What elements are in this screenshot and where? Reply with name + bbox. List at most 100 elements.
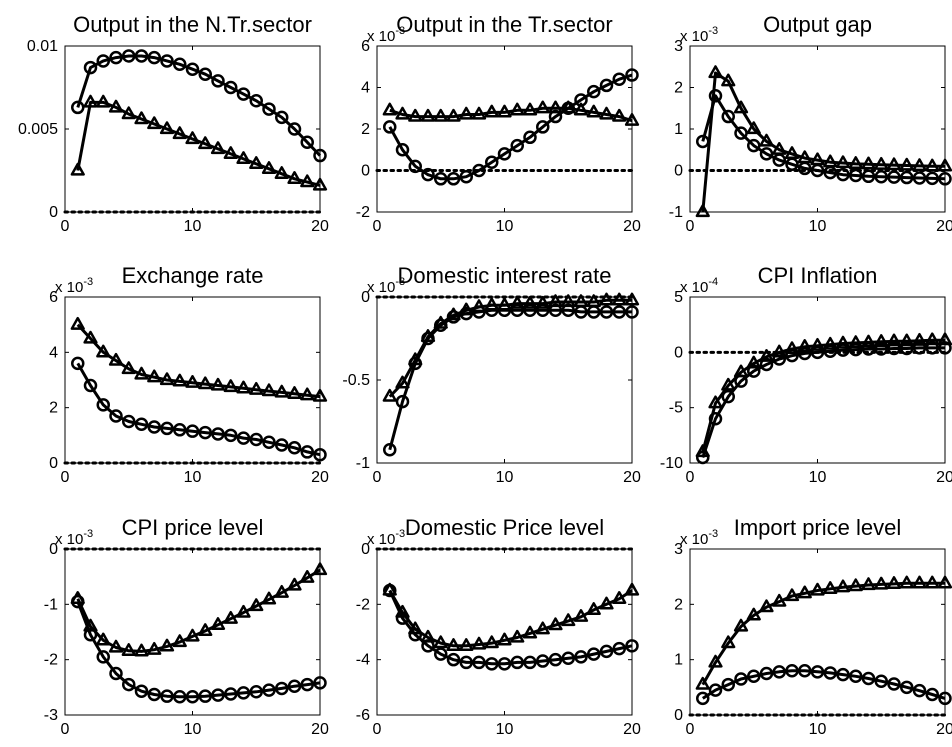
data-point-triangle — [287, 386, 302, 399]
data-point-circle — [383, 120, 397, 134]
data-point-triangle — [835, 155, 851, 169]
data-point-triangle — [70, 316, 85, 330]
axis-multiplier-exponent: -3 — [395, 25, 405, 37]
plot-frame — [64, 45, 321, 213]
data-point-triangle — [925, 158, 940, 172]
data-point-circle — [485, 155, 499, 169]
data-point-triangle — [249, 381, 264, 395]
subplot-1: 0 10 20 0 0.005 0.01 Output in the N.Tr.sector — [18, 12, 329, 235]
data-point-triangle — [96, 94, 111, 108]
data-point-triangle — [510, 295, 525, 309]
data-point-circle — [925, 341, 939, 355]
y-tick-label: 0 — [49, 541, 58, 558]
y-tick-label: 2 — [674, 596, 683, 613]
data-point-triangle — [96, 632, 111, 646]
y-tick-label: 3 — [674, 38, 683, 55]
y-tick-label: 0 — [361, 163, 370, 180]
data-point-circle — [122, 414, 136, 429]
data-point-triangle — [287, 171, 302, 184]
data-point-triangle — [861, 156, 876, 170]
x-tick-label: 10 — [809, 721, 827, 738]
data-point-circle — [561, 651, 575, 666]
data-point-circle — [300, 677, 314, 692]
plot-frame — [376, 45, 633, 213]
data-point-triangle — [810, 582, 825, 596]
data-point-circle — [122, 49, 136, 63]
x-tick-label: 10 — [809, 469, 827, 486]
data-point-circle — [287, 679, 302, 693]
x-tick-label: 0 — [61, 218, 70, 235]
data-point-circle — [485, 657, 499, 671]
data-point-triangle — [300, 174, 315, 188]
y-tick-label: -2 — [44, 652, 58, 669]
data-point-triangle — [746, 607, 761, 621]
data-point-triangle — [797, 339, 812, 352]
data-point-circle — [612, 72, 626, 86]
data-point-circle — [211, 688, 225, 702]
data-point-circle — [887, 170, 901, 184]
data-point-triangle — [772, 593, 787, 607]
data-point-circle — [472, 163, 486, 178]
series-line-circle — [701, 346, 945, 458]
data-point-triangle — [721, 635, 736, 649]
data-point-triangle — [835, 335, 851, 349]
data-point-circle — [510, 655, 524, 670]
y-tick-label: -6 — [356, 707, 370, 724]
data-point-triangle — [236, 380, 251, 394]
data-point-triangle — [261, 591, 277, 605]
data-point-triangle — [484, 104, 499, 118]
data-point-circle — [849, 669, 863, 684]
data-point-triangle — [134, 643, 149, 657]
data-point-triangle — [147, 641, 162, 655]
data-point-triangle — [708, 654, 723, 668]
data-point-circle — [287, 122, 302, 136]
data-point-circle — [900, 680, 914, 695]
axis-multiplier: x 10-3 — [680, 528, 718, 548]
data-point-circle — [836, 667, 850, 682]
data-point-circle — [721, 389, 735, 404]
data-point-triangle — [147, 116, 162, 130]
data-point-circle — [861, 671, 876, 686]
data-point-triangle — [83, 618, 98, 632]
subplot-title: Domestic Price level — [405, 515, 604, 540]
axis-multiplier: x 10-3 — [55, 528, 93, 548]
data-point-triangle — [459, 638, 474, 651]
y-tick-label: 0.01 — [27, 38, 58, 55]
data-point-triangle — [835, 579, 851, 593]
data-point-circle — [536, 654, 550, 668]
y-tick-label: 0 — [674, 163, 683, 180]
y-tick-label: 0 — [674, 344, 683, 361]
data-point-triangle — [159, 121, 175, 135]
data-point-triangle — [759, 349, 774, 362]
data-point-circle — [874, 342, 888, 356]
data-point-triangle — [535, 295, 550, 309]
data-point-triangle — [382, 582, 397, 596]
data-point-triangle — [586, 294, 601, 308]
data-point-triangle — [925, 332, 940, 346]
data-point-triangle — [236, 604, 251, 618]
plot-frame — [376, 296, 633, 464]
data-point-triangle — [695, 444, 710, 458]
data-point-triangle — [172, 634, 187, 648]
data-point-triangle — [708, 65, 723, 79]
data-point-circle — [275, 438, 289, 452]
data-point-triangle — [261, 161, 277, 174]
x-tick-label: 0 — [686, 218, 695, 235]
data-point-circle — [134, 49, 149, 63]
data-point-triangle — [823, 581, 838, 594]
data-point-triangle — [586, 602, 601, 616]
data-point-circle — [446, 172, 461, 186]
data-point-triangle — [497, 632, 512, 646]
data-point-circle — [912, 341, 927, 355]
subplot-title: Import price level — [734, 515, 902, 540]
data-point-triangle — [159, 638, 175, 652]
data-point-circle — [747, 138, 761, 153]
data-point-circle — [160, 421, 174, 436]
data-point-triangle — [510, 629, 525, 643]
data-point-triangle — [382, 102, 397, 116]
data-point-triangle — [274, 166, 289, 179]
data-point-triangle — [408, 108, 423, 122]
data-point-triangle — [810, 337, 825, 351]
data-point-triangle — [899, 575, 914, 589]
